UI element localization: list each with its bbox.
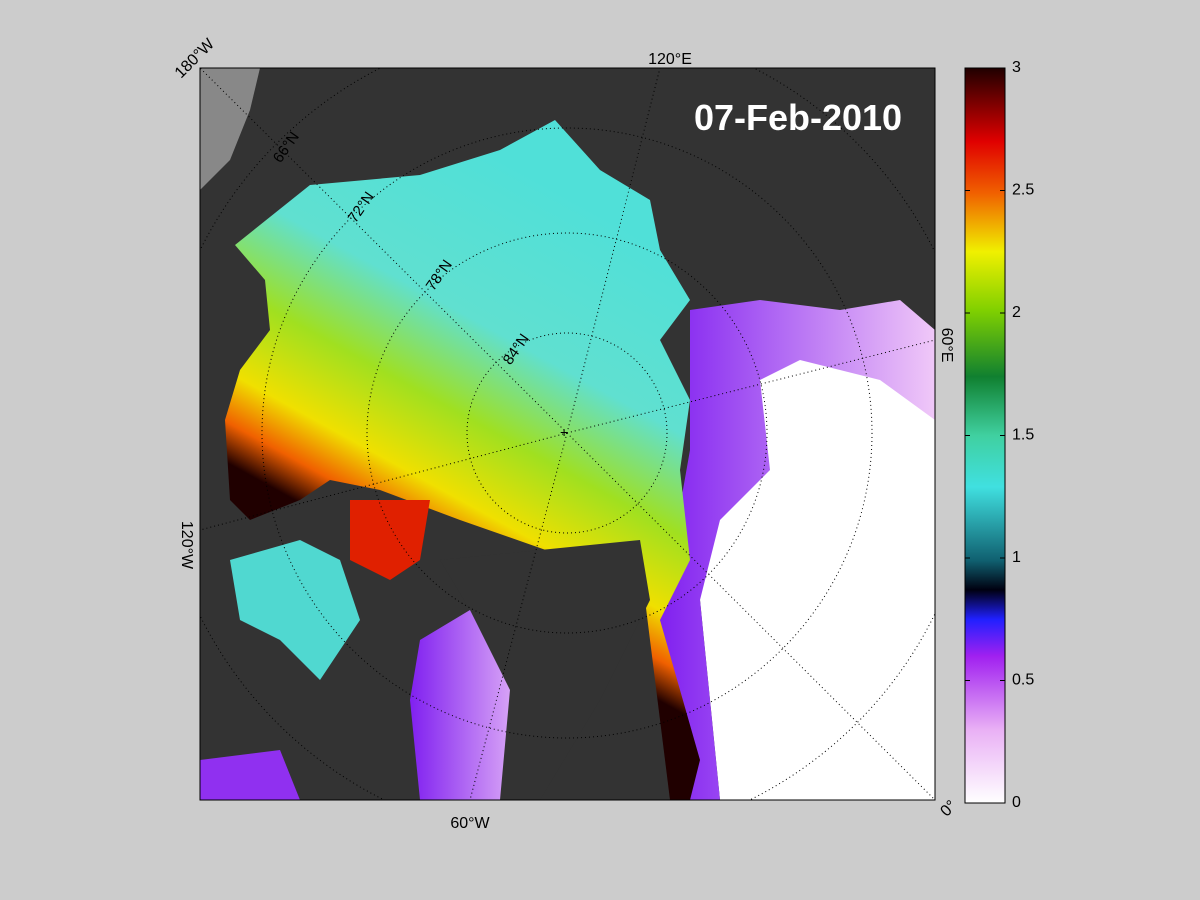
colorbar-tick-label: 2: [1012, 304, 1021, 321]
colorbar-tick-label: 2.5: [1012, 182, 1034, 199]
colorbar-tick-label: 0: [1012, 794, 1021, 811]
longitude-label: 0°: [937, 797, 960, 820]
longitude-label: 60°W: [450, 815, 490, 832]
pole-marker: +: [560, 424, 568, 440]
colorbar-ticks: 0 0.5 1 1.5 2 2.5 3: [965, 59, 1034, 811]
longitude-label: 120°W: [178, 521, 195, 570]
date-label: 07-Feb-2010: [694, 97, 902, 138]
colorbar-tick-label: 0.5: [1012, 672, 1034, 689]
graticule: [200, 68, 935, 800]
colorbar: [964, 67, 1006, 804]
map-frame: [199, 67, 936, 801]
colorbar-tick-label: 3: [1012, 59, 1021, 76]
longitude-label: 60°E: [938, 328, 955, 363]
colorbar-tick-label: 1: [1012, 549, 1021, 566]
longitude-label: 120°E: [648, 51, 692, 68]
colorbar-tick-label: 1.5: [1012, 427, 1034, 444]
map: +: [200, 68, 935, 800]
